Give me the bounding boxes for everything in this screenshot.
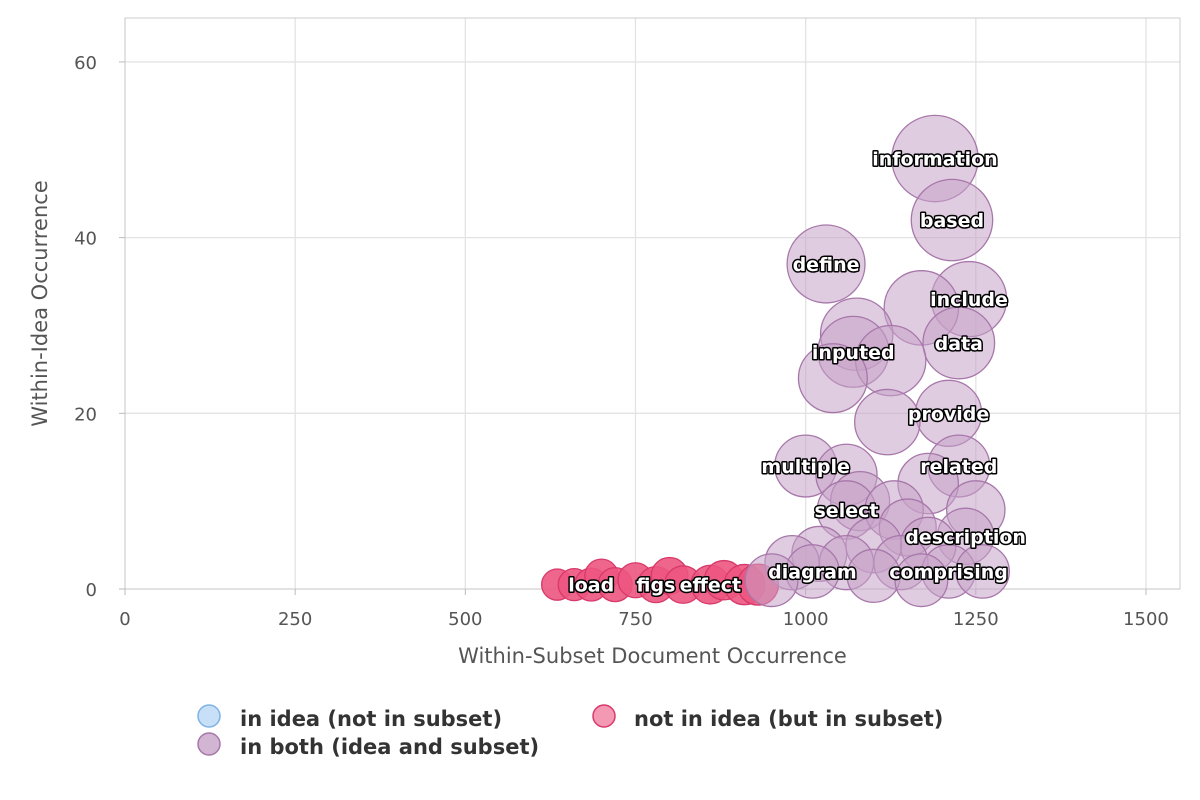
- x-tick-label: 500: [448, 609, 482, 630]
- x-tick-label: 250: [278, 609, 312, 630]
- y-axis-ticks: 0 20 40 60: [74, 53, 125, 601]
- word-label: data: [935, 333, 983, 355]
- legend: in idea (not in subset) not in idea (but…: [197, 704, 943, 759]
- both-bubble: [894, 553, 949, 608]
- word-label: include: [930, 289, 1008, 311]
- word-label: load: [568, 575, 614, 597]
- legend-label-in-both: in both (idea and subset): [240, 735, 539, 759]
- both-bubble: [744, 553, 799, 608]
- word-label: figs: [636, 575, 675, 597]
- word-label: diagram: [768, 561, 857, 583]
- y-tick-label: 0: [86, 580, 97, 601]
- grid-lines: [124, 18, 1180, 590]
- word-label: information: [872, 149, 998, 171]
- both-bubble: [854, 388, 921, 456]
- y-tick-label: 60: [74, 53, 97, 74]
- legend-swatch-in-idea: [197, 704, 221, 728]
- y-tick-label: 20: [74, 404, 97, 425]
- x-tick-label: 1250: [953, 609, 999, 630]
- word-label: description: [905, 526, 1026, 548]
- x-tick-label: 0: [119, 609, 130, 630]
- y-tick-label: 40: [74, 229, 97, 250]
- word-label-layer: load figs effect information based define incl…: [567, 147, 1028, 598]
- plot-area: [124, 17, 1181, 590]
- x-axis-title: Within-Subset Document Occurrence: [458, 644, 847, 668]
- x-tick-label: 750: [618, 609, 652, 630]
- both-bubble: [955, 544, 1010, 599]
- legend-swatch-in-both: [197, 732, 221, 756]
- x-tick-label: 1000: [783, 609, 829, 630]
- word-label: related: [920, 456, 997, 478]
- word-label: define: [793, 254, 860, 276]
- both-bubble: [797, 343, 868, 414]
- word-label: provide: [908, 403, 989, 425]
- legend-label-in-idea: in idea (not in subset): [240, 707, 502, 731]
- word-label: inputed: [812, 342, 895, 364]
- both-bubble: [922, 306, 996, 380]
- word-label: multiple: [761, 456, 849, 478]
- word-label: comprising: [889, 561, 1008, 583]
- legend-swatch-not-in-idea: [592, 704, 616, 728]
- x-tick-label: 1500: [1123, 609, 1169, 630]
- both-bubble: [786, 224, 866, 304]
- word-label: select: [815, 500, 879, 522]
- legend-label-not-in-idea: not in idea (but in subset): [634, 707, 943, 731]
- bubble-layer: [540, 114, 1010, 608]
- y-axis-title: Within-Idea Occurrence: [28, 180, 52, 426]
- word-label: effect: [680, 575, 742, 597]
- both-bubble: [910, 178, 994, 262]
- x-axis-ticks: 0 250 500 750 1000 1250 1500: [119, 589, 1169, 630]
- word-label: based: [920, 210, 984, 232]
